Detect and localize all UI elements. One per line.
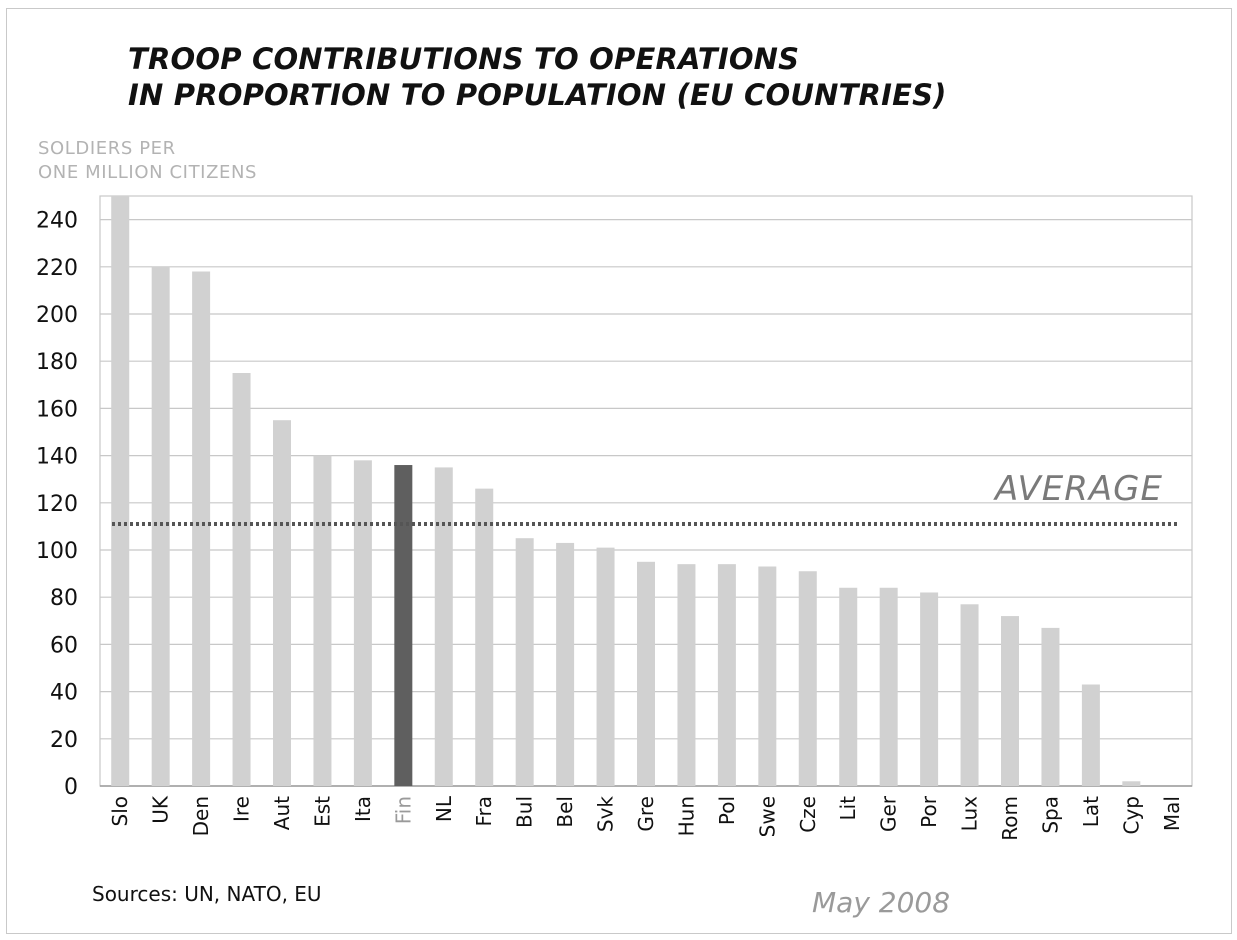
bar-den (192, 271, 211, 786)
chart-title-line-1: TROOP CONTRIBUTIONS TO OPERATIONS (128, 42, 800, 76)
x-tick-label: Fra (472, 796, 496, 827)
y-tick-label: 200 (36, 303, 78, 328)
bar-aut (273, 420, 291, 786)
y-tick-label: 120 (36, 492, 78, 517)
y-tick-label: 0 (64, 775, 78, 800)
y-tick-label: 80 (50, 586, 78, 611)
bar-est (313, 455, 332, 786)
bar-rom (1001, 616, 1019, 786)
x-tick-label: Spa (1038, 796, 1062, 834)
bar-fin (394, 465, 413, 786)
bar-lat (1081, 684, 1100, 786)
bar-ire (232, 373, 251, 786)
y-tick-label: 140 (36, 445, 78, 470)
y-tick-label: 40 (50, 681, 78, 706)
x-tick-label: Mal (1160, 796, 1184, 831)
x-tick-label: Est (310, 796, 334, 827)
x-tick-label: Bel (553, 796, 577, 828)
bar-lux (960, 604, 979, 786)
y-axis-label-line-1: SOLDIERS PER (38, 138, 176, 159)
x-tick-label: Cze (796, 796, 820, 833)
bar-hun (677, 564, 696, 786)
y-tick-label: 180 (36, 350, 78, 375)
x-tick-label: Rom (998, 796, 1022, 841)
y-tick-label: 240 (36, 209, 78, 234)
x-tick-label: Slo (108, 796, 132, 827)
bar-ita (353, 460, 372, 786)
sources-note: Sources: UN, NATO, EU (92, 882, 322, 906)
x-tick-label: Bul (513, 796, 537, 828)
y-tick-label: 100 (36, 539, 78, 564)
bar-uk (151, 266, 170, 786)
x-tick-label: Ire (230, 796, 254, 822)
bar-ger (879, 587, 898, 786)
x-tick-label: Cyp (1119, 796, 1143, 835)
bar-nl (434, 467, 453, 786)
bar-lit (839, 587, 858, 786)
x-tick-label: Lat (1079, 796, 1103, 827)
bar-pol (717, 564, 736, 786)
chart-title-line-2: IN PROPORTION TO POPULATION (EU COUNTRIE… (128, 78, 947, 112)
chart-frame (6, 8, 1232, 934)
y-tick-label: 160 (36, 397, 78, 422)
x-tick-label: Swe (755, 796, 779, 837)
x-tick-label: Aut (270, 796, 294, 830)
bar-spa (1041, 627, 1060, 786)
bar-fra (475, 488, 494, 786)
y-tick-label: 20 (50, 728, 78, 753)
bar-gre (637, 561, 655, 786)
y-tick-label: 60 (50, 633, 78, 658)
x-tick-label: Hun (674, 796, 698, 836)
x-tick-label: Lit (836, 796, 860, 821)
x-tick-label: Ger (877, 795, 901, 832)
bar-bel (556, 542, 575, 786)
x-tick-label: Den (189, 796, 213, 836)
bar-slo (111, 196, 130, 786)
bar-svk (596, 547, 615, 786)
x-tick-label: NL (432, 795, 456, 822)
y-tick-label: 220 (36, 256, 78, 281)
average-label: AVERAGE (993, 469, 1163, 509)
bar-swe (758, 566, 777, 786)
x-tick-label: Gre (634, 796, 658, 832)
x-tick-label: UK (149, 795, 173, 824)
x-tick-label: Ita (351, 796, 375, 822)
x-tick-label: Por (917, 795, 941, 828)
bar-bul (515, 538, 534, 786)
bar-cze (798, 571, 817, 786)
y-axis-label-line-2: ONE MILLION CITIZENS (38, 162, 258, 183)
x-tick-label: Svk (594, 796, 618, 833)
x-tick-label: Pol (715, 796, 739, 825)
x-tick-label: Lux (958, 796, 982, 831)
bar-cyp (1122, 781, 1141, 786)
bar-por (920, 592, 939, 786)
x-tick-label: Fin (391, 796, 415, 824)
date-note: May 2008 (812, 886, 951, 919)
